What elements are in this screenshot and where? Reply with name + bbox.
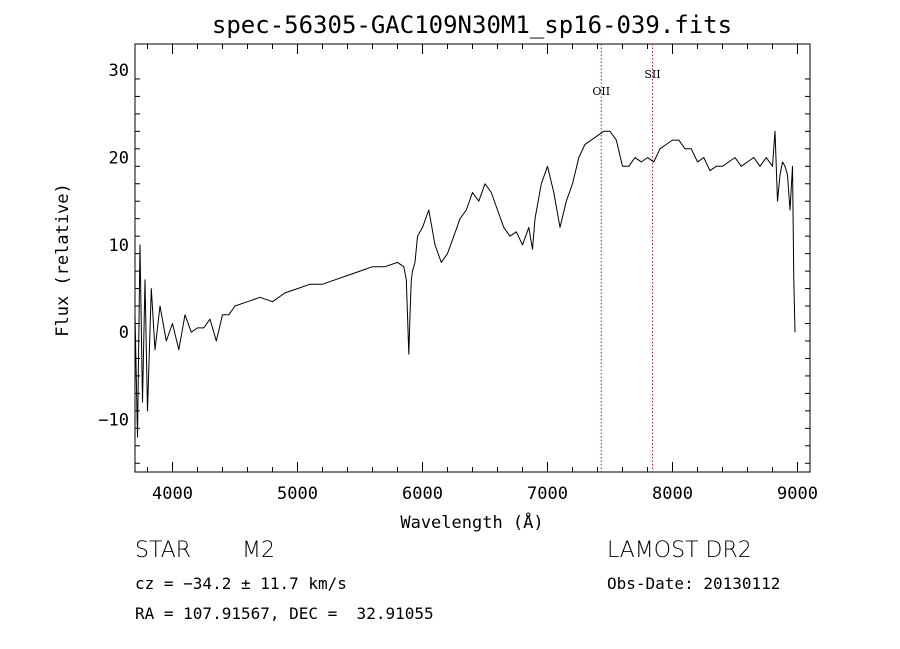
y-tick-label: 10 (109, 236, 129, 256)
object-class: STAR (135, 538, 192, 563)
line-markers: OII SII (592, 44, 661, 472)
y-axis: −10 0 10 20 30 (98, 61, 810, 464)
plot-frame (134, 43, 811, 473)
y-tick-label: 30 (109, 61, 129, 81)
redshift-velocity: cz = −34.2 ± 11.7 km/s (135, 574, 347, 593)
x-tick-label: 8000 (652, 484, 693, 504)
y-tick-label: −10 (98, 411, 129, 431)
y-axis-label: Flux (relative) (53, 183, 73, 337)
x-axis-label: Wavelength (Å) (400, 511, 543, 533)
marker-label-oii: OII (592, 85, 610, 98)
flux-series (134, 130, 796, 438)
x-axis: 4000 5000 6000 7000 8000 9000 (147, 44, 818, 504)
x-tick-label: 7000 (527, 484, 568, 504)
x-tick-label: 5000 (277, 484, 318, 504)
y-tick-label: 20 (109, 149, 129, 169)
x-tick-label: 4000 (152, 484, 193, 504)
object-subclass: M2 (242, 538, 275, 563)
marker-label-sii: SII (644, 68, 660, 81)
coordinates: RA = 107.91567, DEC = 32.91055 (135, 604, 434, 623)
series-line (134, 130, 796, 438)
y-tick-label: 0 (119, 323, 129, 343)
observation-date: Obs-Date: 20130112 (607, 574, 781, 593)
x-tick-label: 6000 (402, 484, 443, 504)
x-tick-label: 9000 (777, 484, 818, 504)
survey-name: LAMOST DR2 (607, 538, 752, 563)
chart-title: spec-56305-GAC109N30M1_sp16-039.fits (212, 11, 732, 39)
